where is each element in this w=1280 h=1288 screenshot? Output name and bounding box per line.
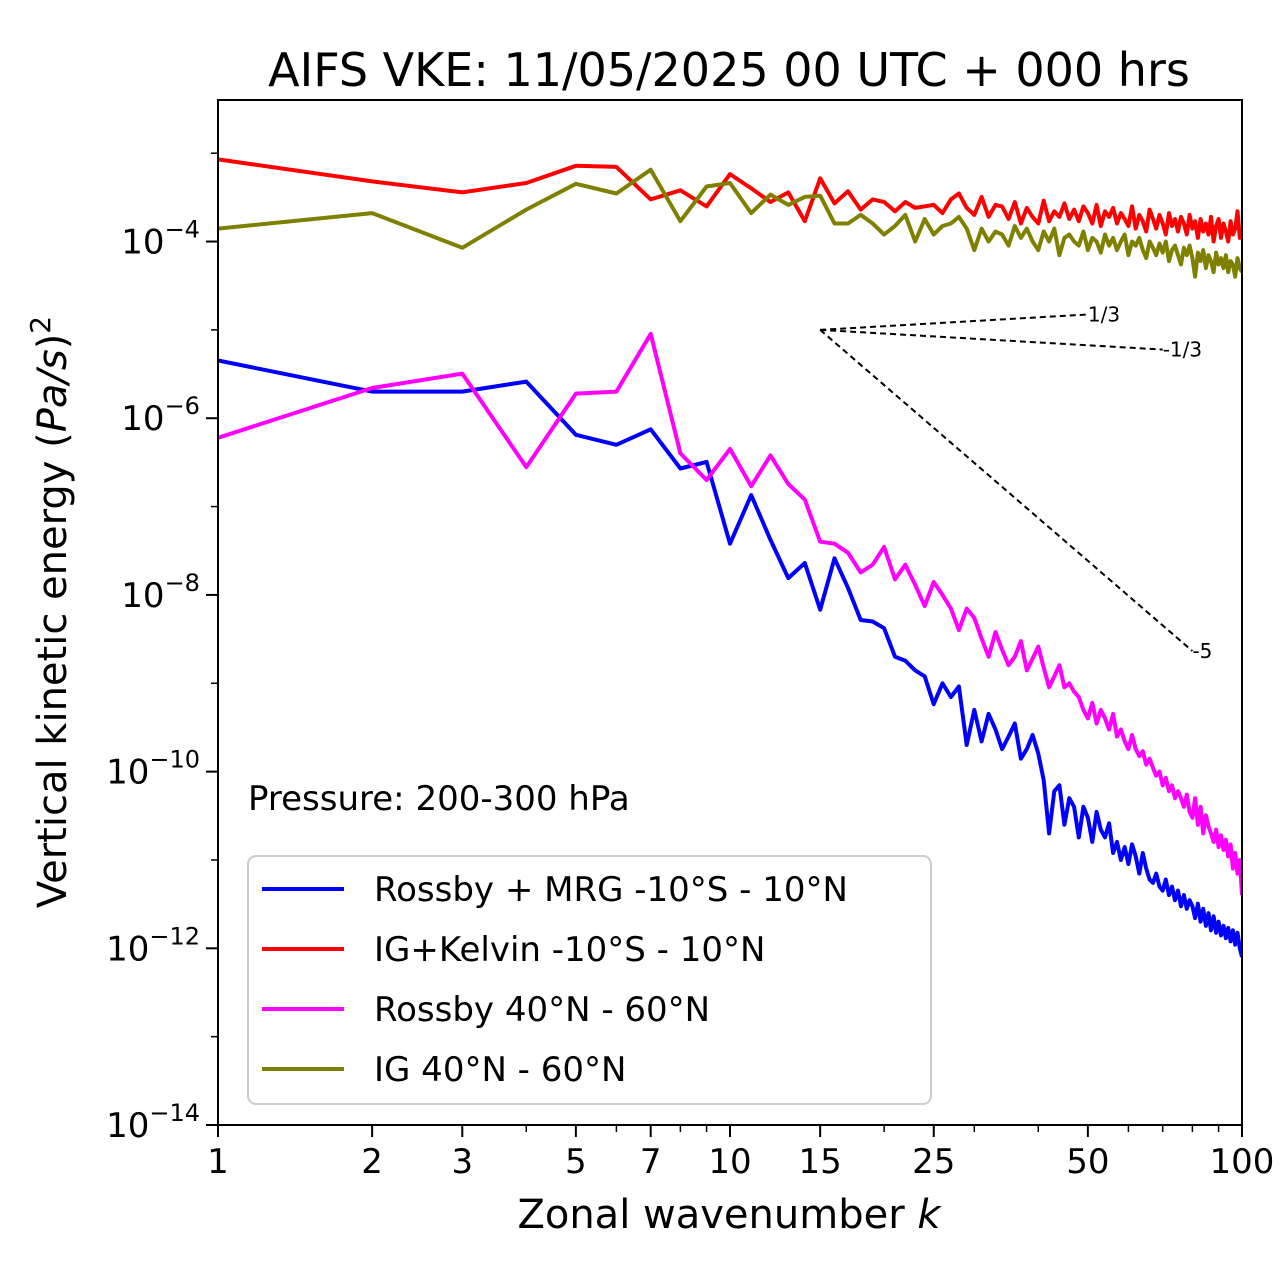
- y-axis-label-var: Pa/s: [30, 349, 76, 432]
- x-axis-label-var: k: [917, 1192, 942, 1238]
- reference-line-2: [819, 329, 1194, 652]
- y-tick-power: −4: [165, 216, 200, 244]
- plot-area: [218, 157, 1242, 958]
- x-tick-label: 25: [912, 1142, 955, 1182]
- x-tick-label: 5: [565, 1142, 587, 1182]
- x-axis: 1 2 3 5 7 10 15 25 50 100: [207, 1125, 1274, 1182]
- y-tick-label: 10−14: [106, 1099, 200, 1146]
- legend-label-0: Rossby + MRG -10°S - 10°N: [374, 870, 848, 910]
- y-tick-base: 10: [121, 223, 164, 263]
- series-line-1: [218, 157, 1242, 244]
- reference-line-1: [820, 328, 1163, 351]
- y-tick-label: 10−8: [121, 569, 200, 616]
- y-tick-base: 10: [121, 399, 164, 439]
- pressure-annotation: Pressure: 200-300 hPa: [248, 779, 630, 819]
- y-tick-label: 10−6: [121, 392, 200, 439]
- y-tick-label: 10−4: [121, 216, 200, 263]
- series-line-3: [218, 167, 1242, 279]
- y-tick-power: −12: [149, 922, 200, 950]
- reference-line-0: [820, 313, 1088, 331]
- y-tick-base: 10: [121, 576, 164, 616]
- x-tick-label: 3: [451, 1142, 473, 1182]
- reference-slope-lines: 1/3 -1/3 -5: [819, 302, 1212, 663]
- reference-label-2: -5: [1192, 639, 1212, 663]
- legend-box: [247, 855, 932, 1105]
- reference-label-0: 1/3: [1088, 302, 1120, 326]
- y-tick-base: 10: [106, 1106, 149, 1146]
- y-tick-base: 10: [106, 753, 149, 793]
- y-axis-label-text: Vertical kinetic energy (: [30, 432, 76, 908]
- y-axis-label: Vertical kinetic energy (Pa/s)2: [24, 316, 76, 908]
- series-line-0: [218, 358, 1242, 958]
- y-tick-power: −6: [165, 392, 200, 420]
- chart-title: AIFS VKE: 11/05/2025 00 UTC + 000 hrs: [268, 43, 1190, 97]
- legend: Rossby + MRG -10°S - 10°N IG+Kelvin -10°S…: [247, 855, 932, 1105]
- x-tick-label: 1: [207, 1142, 229, 1182]
- x-tick-label: 50: [1066, 1142, 1109, 1182]
- y-axis-label-power: 2: [24, 316, 57, 334]
- y-tick-label: 10−12: [106, 922, 200, 969]
- x-tick-label: 15: [799, 1142, 842, 1182]
- reference-label-1: -1/3: [1163, 338, 1202, 362]
- y-tick-power: −8: [165, 569, 200, 597]
- y-tick-power: −10: [149, 746, 200, 774]
- x-tick-label: 10: [708, 1142, 751, 1182]
- legend-label-3: IG 40°N - 60°N: [374, 1050, 626, 1090]
- legend-label-1: IG+Kelvin -10°S - 10°N: [374, 930, 765, 970]
- x-tick-label: 7: [640, 1142, 662, 1182]
- legend-label-2: Rossby 40°N - 60°N: [374, 990, 710, 1030]
- x-axis-label-text: Zonal wavenumber: [517, 1192, 917, 1238]
- x-tick-label: 2: [361, 1142, 383, 1182]
- y-axis-label-close: ): [30, 334, 76, 350]
- y-tick-power: −14: [149, 1099, 200, 1127]
- y-tick-label: 10−10: [106, 746, 200, 793]
- x-tick-label: 100: [1210, 1142, 1275, 1182]
- series-line-2: [218, 331, 1242, 896]
- y-tick-base: 10: [106, 929, 149, 969]
- x-axis-label: Zonal wavenumber k: [517, 1192, 942, 1238]
